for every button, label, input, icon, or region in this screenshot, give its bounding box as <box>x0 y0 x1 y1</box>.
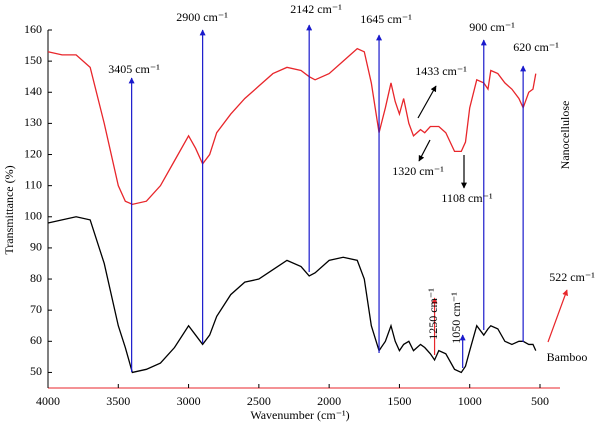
annotation-label: 1320 cm⁻¹ <box>392 164 444 178</box>
y-axis-title: Transmittance (%) <box>2 165 16 254</box>
annotation-arrow <box>547 289 568 343</box>
annotation-label: 2900 cm⁻¹ <box>176 10 228 24</box>
y-tick-label: 100 <box>24 209 42 223</box>
annotation-label: 1250 cm⁻¹ <box>426 288 440 340</box>
x-tick-label: 500 <box>531 394 549 408</box>
legend-label: Bamboo <box>547 350 588 364</box>
x-tick-label: 4000 <box>36 394 60 408</box>
y-tick-label: 120 <box>24 146 42 160</box>
x-tick-label: 3500 <box>106 394 130 408</box>
y-tick-label: 70 <box>30 302 42 316</box>
y-tick-label: 90 <box>30 240 42 254</box>
annotation-label: 2142 cm⁻¹ <box>290 2 342 16</box>
y-tick-label: 110 <box>24 177 42 191</box>
x-axis-title: Wavenumber (cm⁻¹) <box>250 408 349 422</box>
y-tick-label: 150 <box>24 53 42 67</box>
x-tick-label: 1000 <box>458 394 482 408</box>
y-tick-label: 160 <box>24 22 42 36</box>
annotation-label: 1433 cm⁻¹ <box>415 64 467 78</box>
y-tick-label: 80 <box>30 271 42 285</box>
y-tick-label: 140 <box>24 84 42 98</box>
annotation-label: 1108 cm⁻¹ <box>441 191 493 205</box>
x-tick-label: 2000 <box>317 394 341 408</box>
annotation-label: 900 cm⁻¹ <box>469 20 515 34</box>
annotation-arrow <box>417 85 437 119</box>
legend-label: Nanocellulose <box>558 101 572 170</box>
annotation-label: 3405 cm⁻¹ <box>108 62 160 76</box>
annotation-label: 620 cm⁻¹ <box>513 40 559 54</box>
annotation-arrow <box>418 139 431 162</box>
annotation-label: 522 cm⁻¹ <box>549 270 595 284</box>
y-tick-label: 130 <box>24 115 42 129</box>
annotation-label: 1645 cm⁻¹ <box>360 12 412 26</box>
x-tick-label: 1500 <box>387 394 411 408</box>
annotation-label: 1050 cm⁻¹ <box>449 292 463 344</box>
x-tick-label: 3000 <box>177 394 201 408</box>
x-tick-label: 2500 <box>247 394 271 408</box>
y-tick-label: 60 <box>30 333 42 347</box>
y-tick-label: 50 <box>30 364 42 378</box>
